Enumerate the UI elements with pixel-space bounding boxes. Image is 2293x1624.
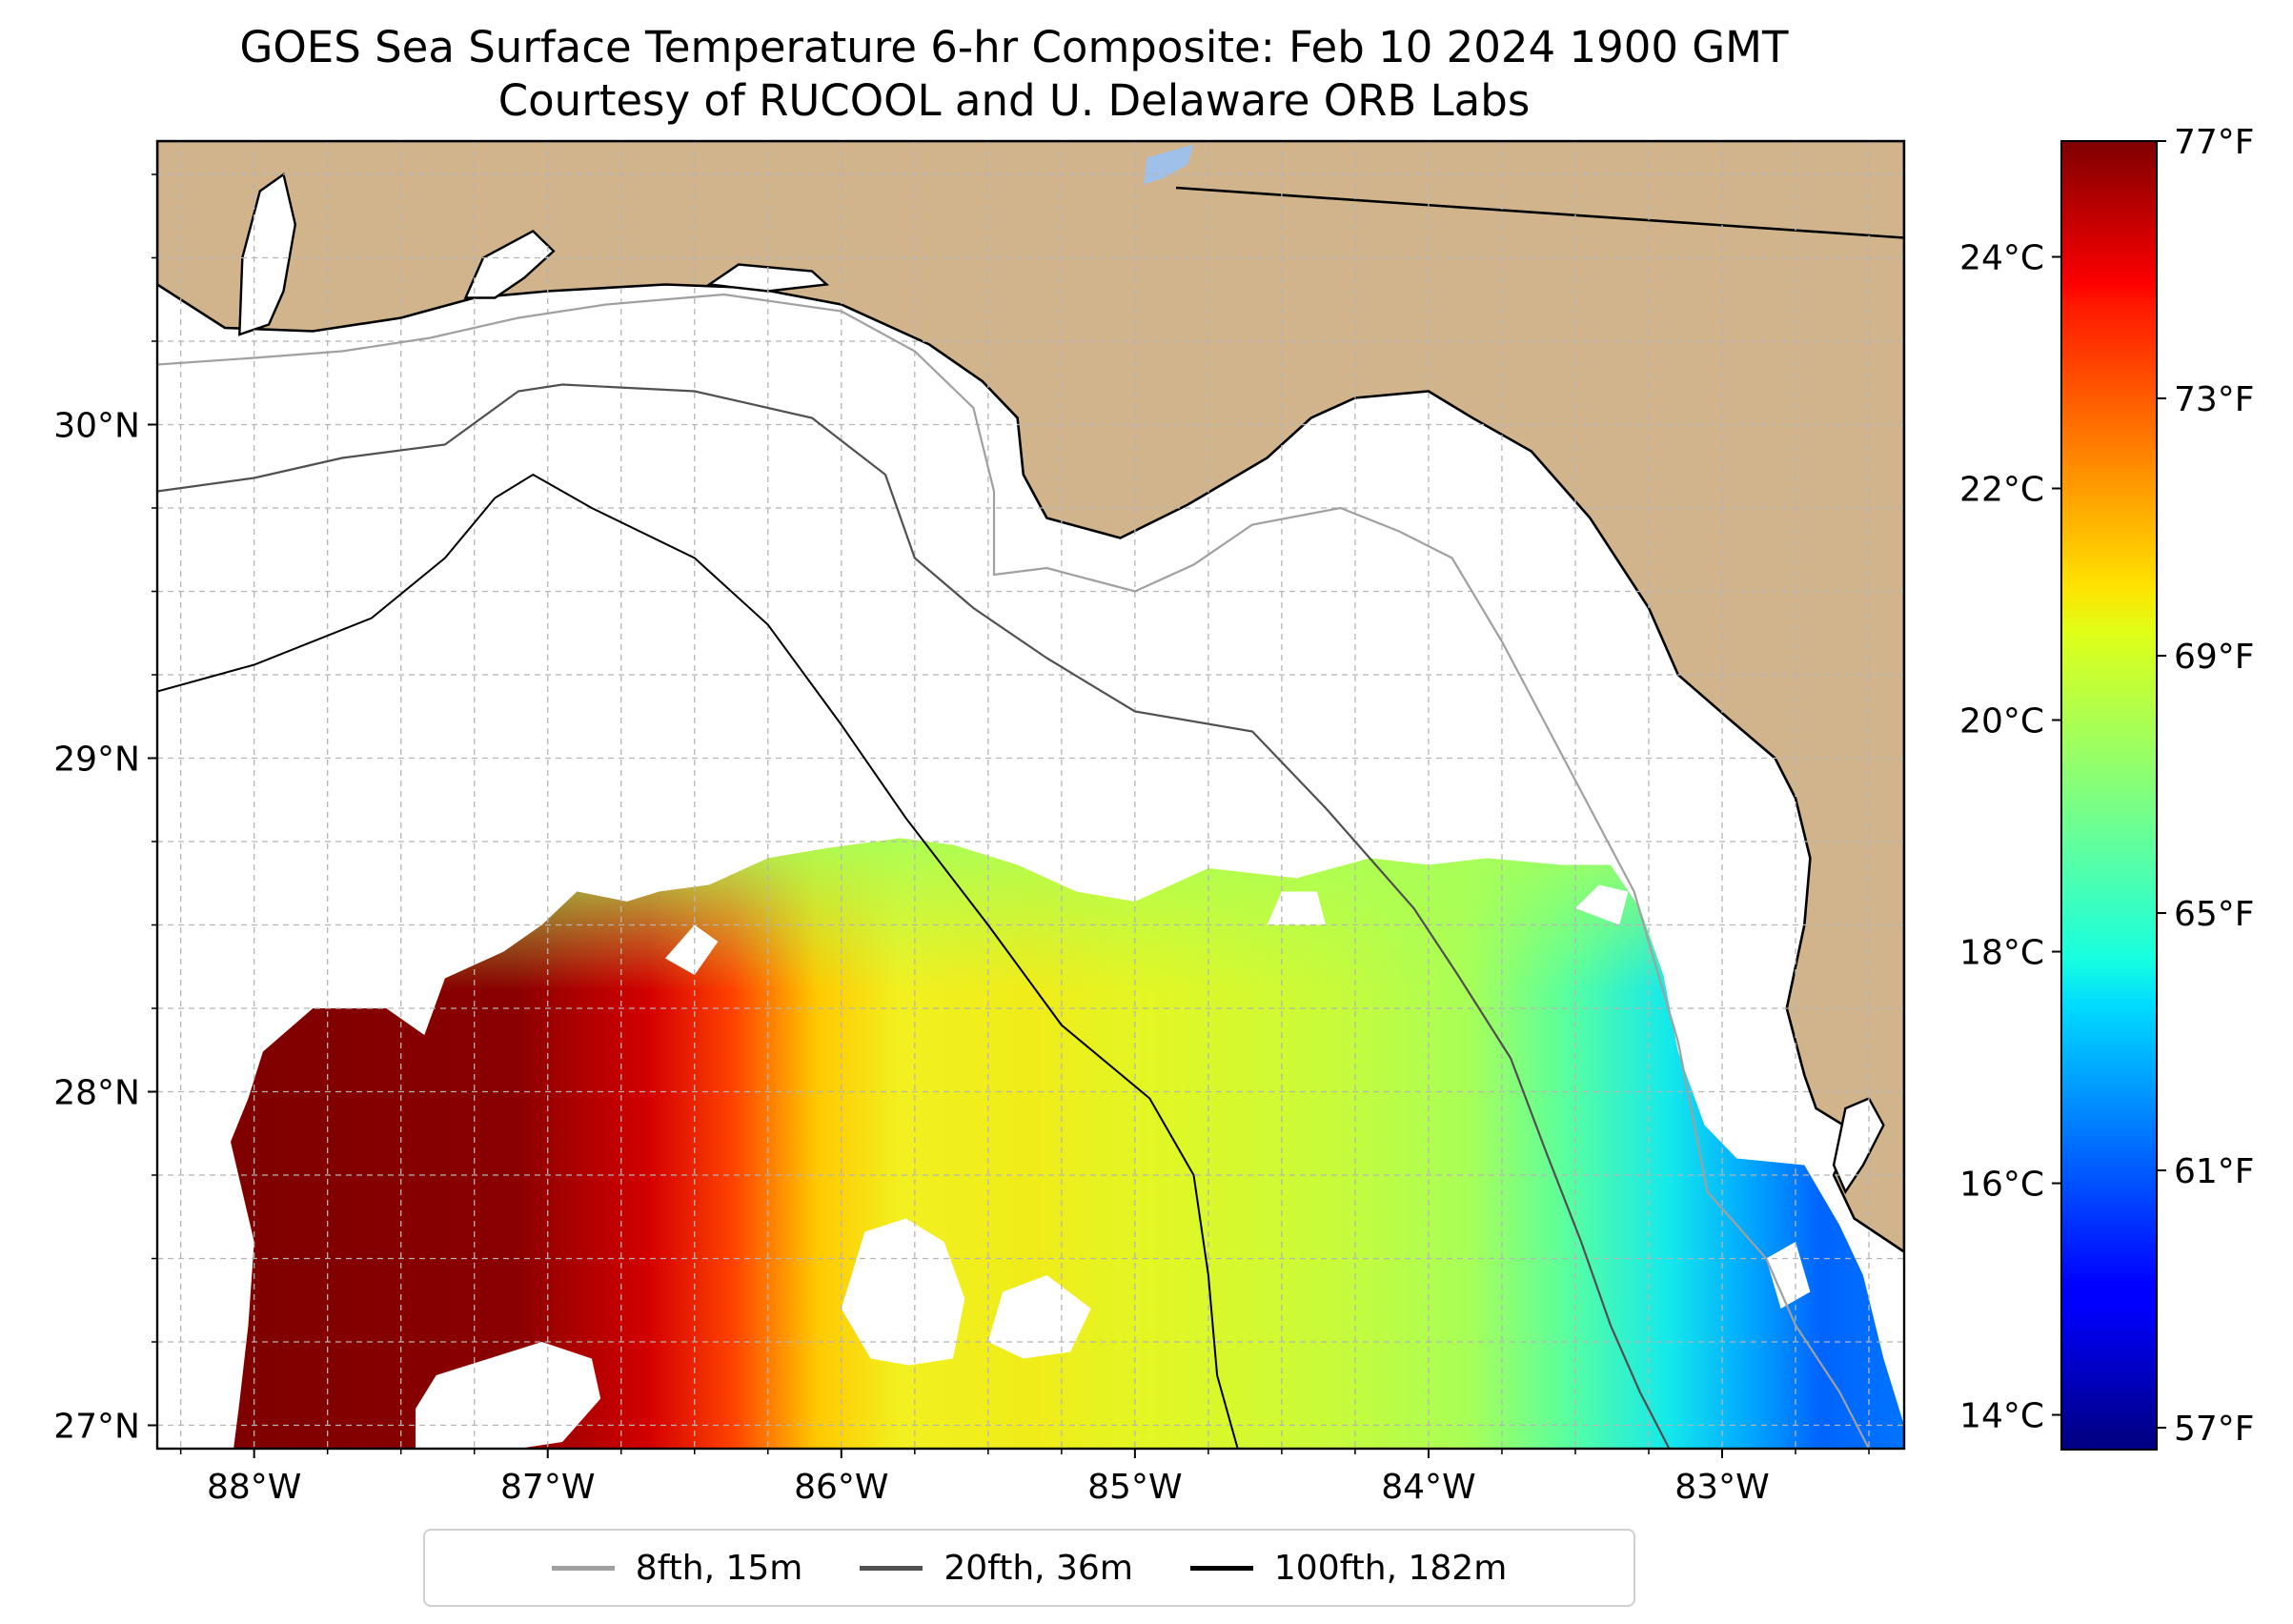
cloud-gap [841,1218,965,1366]
lon-tick-label: 88°W [207,1468,301,1507]
cloud-gap [665,924,719,975]
colorbar-fahrenheit-label: 61°F [2174,1152,2255,1191]
colorbar-ticks: 24°C 22°C 20°C 18°C 16°C 14°C 77°F 73°F 69°F 65°F… [1959,123,2254,1449]
colorbar-celsius-label: 24°C [1959,239,2044,278]
legend-item-100fth: 100fth, 182m [1189,1548,1508,1588]
state-border-line [1175,186,1904,239]
legend-swatch-20fth [860,1565,923,1571]
chart-subtitle: Courtesy of RUCOOL and U. Delaware ORB L… [497,75,1531,126]
cloud-gap [416,1342,601,1449]
legend-label-8fth: 8fth, 15m [635,1548,803,1588]
lat-tick-label: 30°N [53,407,140,446]
map-frame [155,139,1906,1451]
cloud-gap [987,1275,1091,1359]
lon-tick-label: 83°W [1674,1468,1769,1507]
legend-item-8fth: 8fth, 15m [551,1548,803,1588]
map-area [157,141,1904,1449]
legend-swatch-100fth [1189,1565,1253,1571]
legend-label-20fth: 20fth, 36m [944,1548,1133,1588]
lat-tick-label: 28°N [53,1074,140,1113]
chart-title: GOES Sea Surface Temperature 6-hr Compos… [239,22,1789,72]
isobath-100fth [157,473,1239,1449]
legend-item-20fth: 20fth, 36m [860,1549,1133,1588]
lon-tick-label: 84°W [1381,1468,1475,1507]
colorbar: 24°C 22°C 20°C 18°C 16°C 14°C 77°F 73°F 69°F 65°F… [1959,123,2255,1451]
colorbar-fahrenheit-label: 77°F [2174,123,2255,162]
isobath-8fth [157,293,1870,1449]
lon-tick-label: 87°W [500,1468,595,1507]
cloud-gap [1575,884,1629,925]
map-axes: 30°N 29°N 28°N 27°N 88°W 87°W 86°W 85°W 84°W 83°W [53,173,1870,1507]
lat-tick-label: 29°N [53,741,140,780]
colorbar-fahrenheit-label: 73°F [2174,380,2255,419]
colorbar-celsius-label: 14°C [1959,1397,2044,1436]
bay-water-mobile [238,172,297,336]
legend-label-100fth: 100fth, 182m [1273,1548,1508,1588]
colorbar-celsius-label: 16°C [1959,1166,2044,1205]
lon-tick-label: 86°W [794,1468,888,1507]
colorbar-celsius-label: 18°C [1959,934,2044,973]
graticule-grid [157,141,1904,1449]
lon-tick-label: 85°W [1087,1468,1182,1507]
colorbar-gradient [2060,140,2158,1451]
isobath-20fth [157,383,1671,1449]
colorbar-celsius-label: 22°C [1959,471,2044,510]
isobath-legend: 8fth, 15m 20fth, 36m 100fth, 182m [423,1529,1635,1607]
colorbar-fahrenheit-label: 57°F [2174,1410,2255,1449]
bay-water-tampa [1832,1096,1885,1194]
lat-tick-label: 27°N [53,1408,140,1447]
colorbar-fahrenheit-label: 69°F [2174,638,2255,677]
sst-north-tint [231,838,1904,1449]
colorbar-celsius-label: 20°C [1959,702,2044,741]
colorbar-fahrenheit-label: 65°F [2174,895,2255,934]
sst-cloud-gaps [416,884,1811,1449]
legend-swatch-8fth [551,1565,615,1571]
land-mass [157,141,1904,1254]
